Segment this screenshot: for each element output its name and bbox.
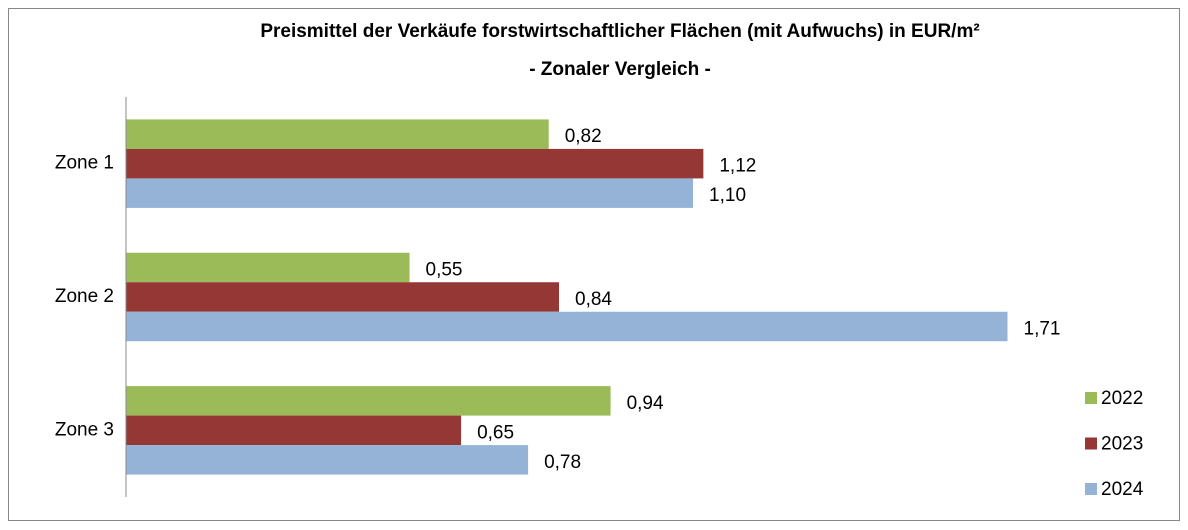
chart-subtitle: - Zonaler Vergleich - [529,59,711,80]
value-label: 0,55 [426,260,463,281]
y-tick-label: Zone 2 [55,286,114,307]
value-label: 0,65 [477,422,514,443]
value-label: 0,82 [565,126,602,147]
bar [126,148,704,179]
value-label: 1,71 [1024,319,1061,340]
y-tick-label: Zone 1 [55,153,114,174]
legend-swatch [1085,392,1097,404]
bar [126,311,1008,342]
chart-title: Preismittel der Verkäufe forstwirtschaft… [260,21,979,42]
value-label: 0,94 [627,393,664,414]
y-tick-label: Zone 3 [55,419,114,440]
legend-swatch [1085,483,1097,495]
bar [126,445,529,475]
bar [126,119,549,149]
bar [126,252,410,283]
value-label: 0,78 [544,452,581,473]
bar [126,386,611,416]
value-label: 1,10 [709,185,746,206]
bar [126,178,694,208]
legend-swatch [1085,437,1097,450]
value-label: 0,84 [575,289,612,310]
value-label: 1,12 [719,156,756,177]
legend-label: 2023 [1101,434,1143,455]
legend-label: 2022 [1101,388,1143,409]
legend-label: 2024 [1101,479,1144,500]
bar [126,415,462,446]
bar [126,282,560,312]
